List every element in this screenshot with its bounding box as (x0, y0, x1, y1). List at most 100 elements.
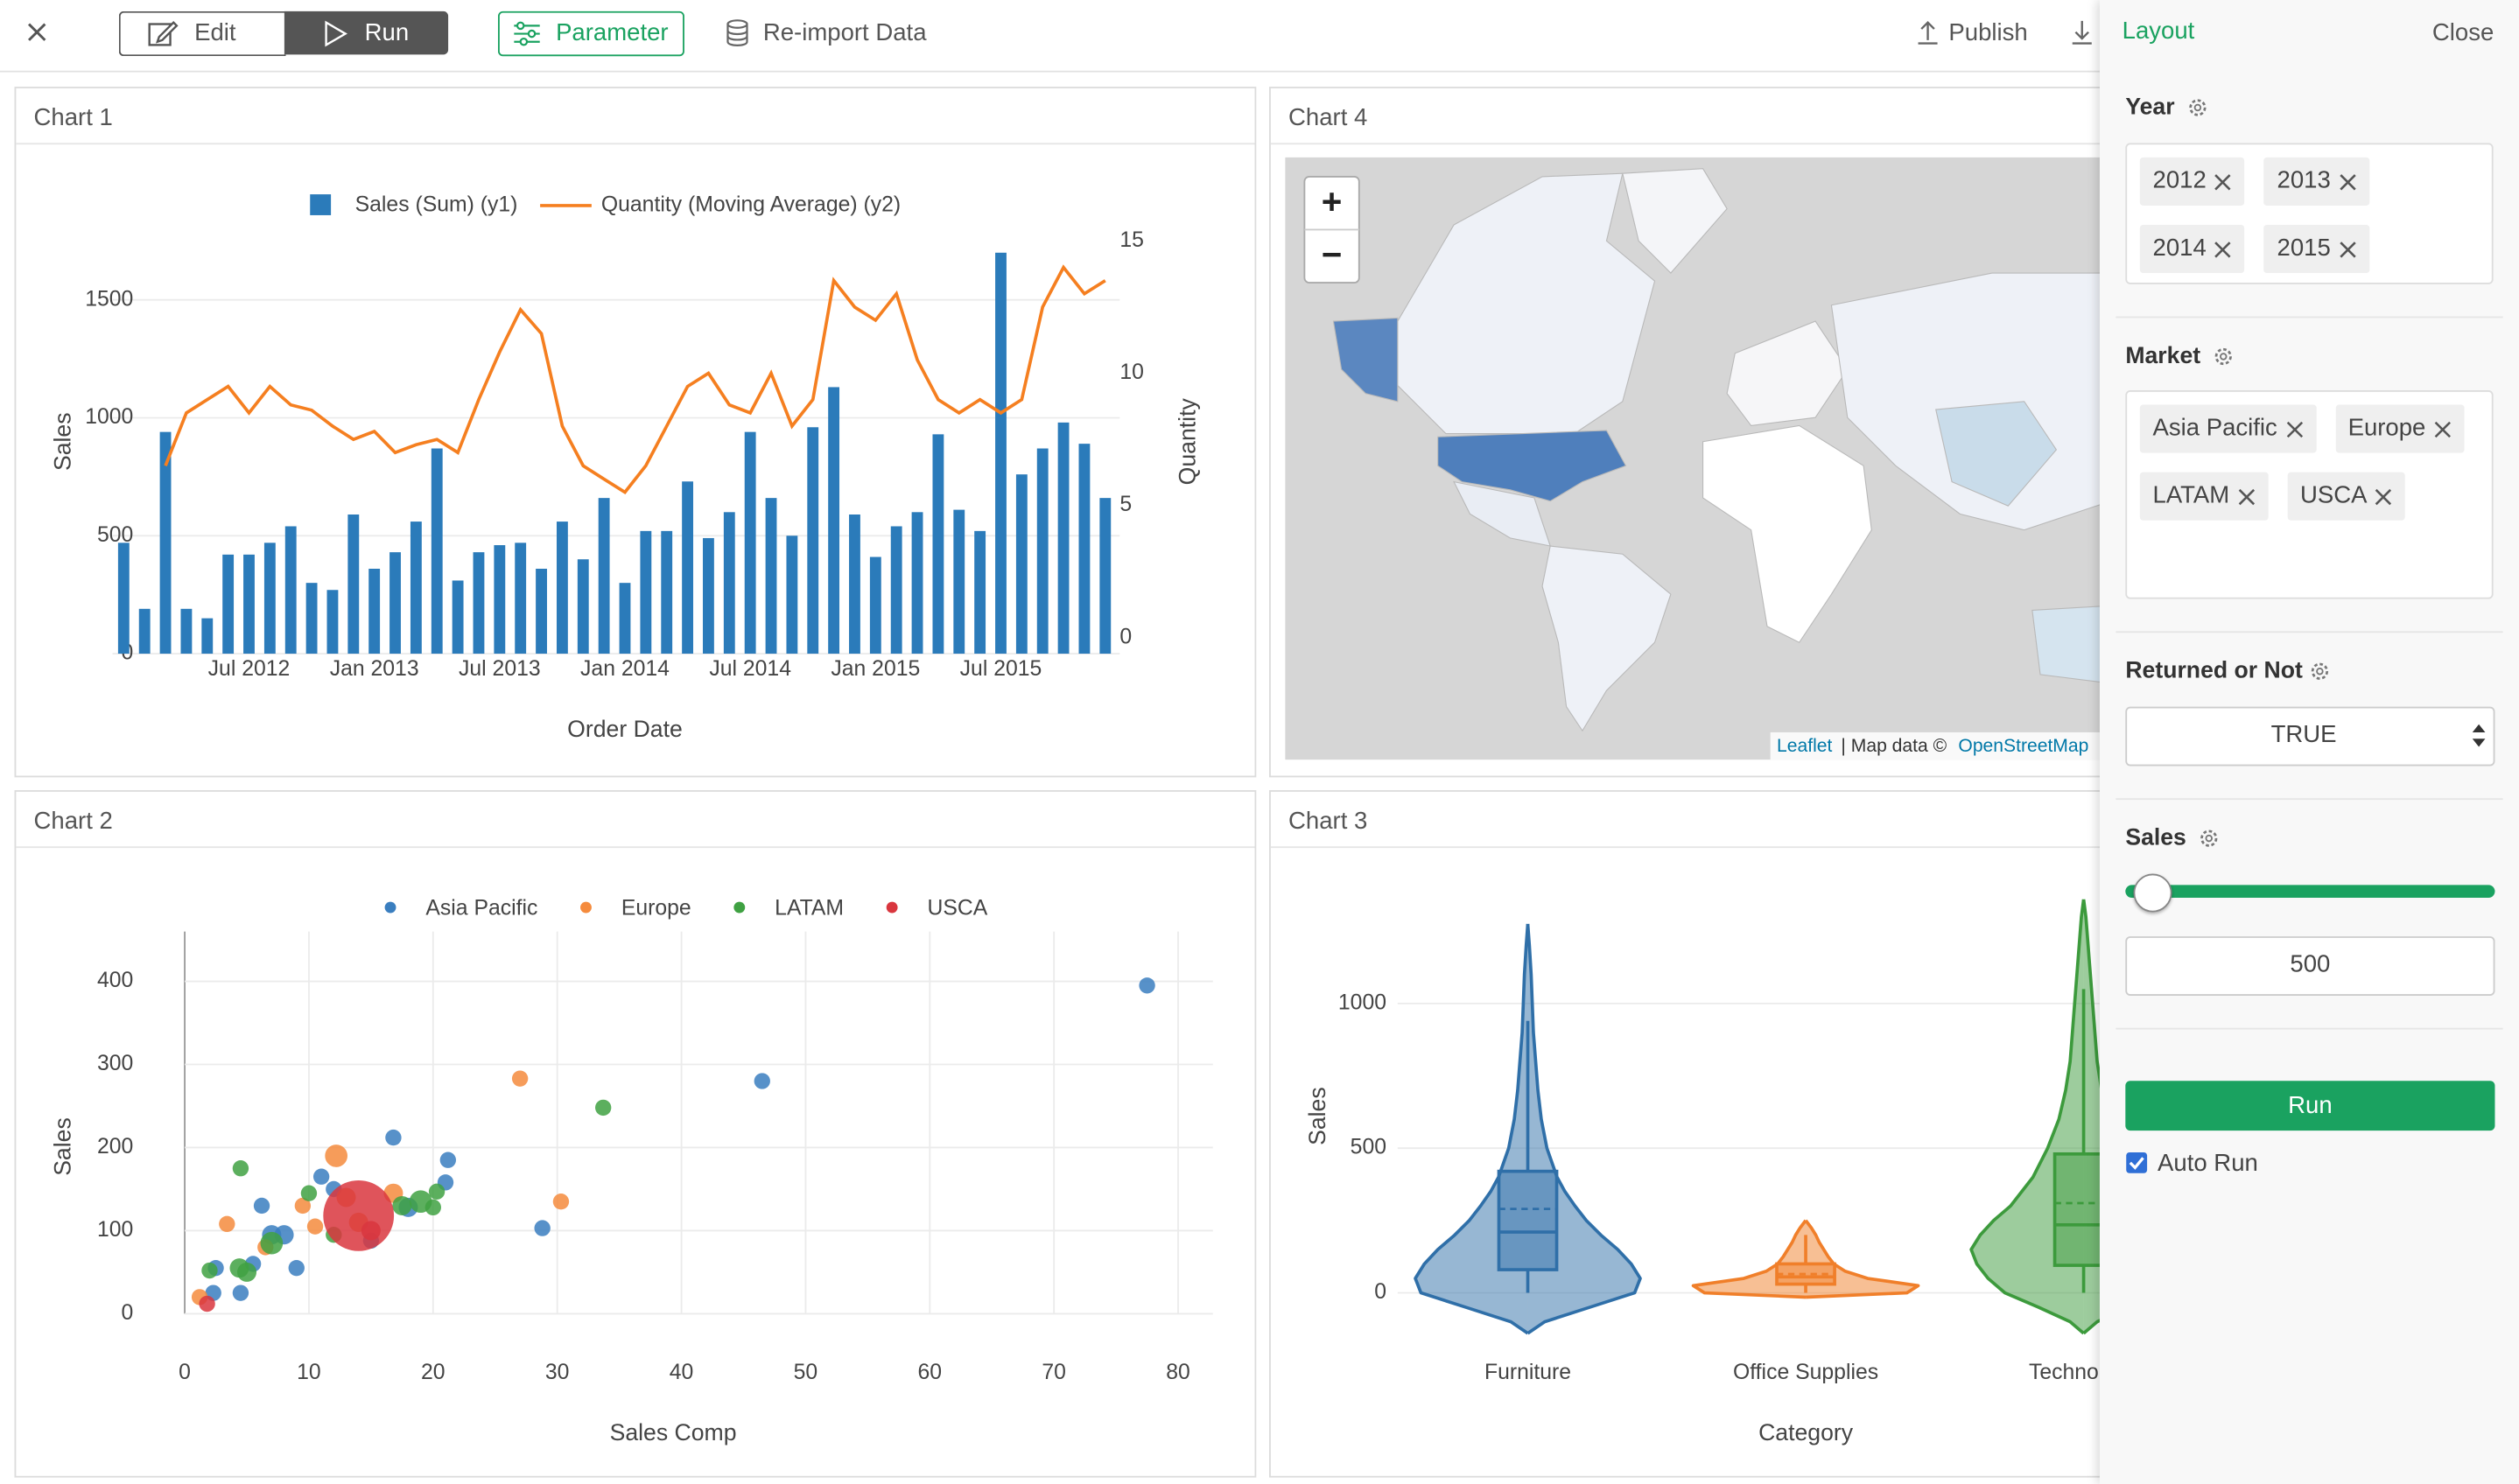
region (1726, 320, 1849, 426)
legend-swatch (384, 901, 396, 914)
attribution-link[interactable]: Leaflet (1777, 736, 1832, 756)
chip-remove[interactable] (2375, 487, 2393, 505)
chip[interactable]: 2015 (2263, 224, 2369, 274)
parameter-button[interactable]: Parameter (497, 10, 684, 57)
download-icon[interactable] (2071, 19, 2094, 45)
edit-icon (148, 21, 179, 46)
close-icon[interactable] (25, 21, 48, 44)
chip-remove[interactable] (2214, 240, 2232, 257)
chip[interactable]: 2014 (2139, 224, 2245, 274)
point (219, 1215, 235, 1233)
x-tick-label: Jan 2013 (330, 657, 419, 681)
checkbox[interactable] (2125, 1152, 2148, 1174)
bar (995, 252, 1007, 654)
panel-divider (16, 846, 1255, 849)
point (323, 1180, 395, 1251)
toolbar: Edit Run Parameter Re-import Data Publis… (0, 0, 2519, 73)
point (294, 1197, 312, 1214)
y-tick-label: 100 (97, 1218, 133, 1242)
chip-remove[interactable] (2339, 240, 2356, 257)
bar (1078, 444, 1091, 654)
violin-half (1526, 923, 1642, 1335)
run-label: Run (364, 19, 410, 47)
sidebar-tab[interactable]: Layout (2122, 18, 2195, 46)
bar (828, 387, 840, 654)
y-tick-label: 500 (1351, 1136, 1386, 1159)
bar (389, 552, 401, 654)
chip-remove[interactable] (2339, 172, 2356, 190)
sidebar-close[interactable]: Close (2431, 19, 2494, 47)
region (1332, 317, 1399, 402)
bar (890, 526, 902, 654)
slider-knob[interactable] (2133, 873, 2172, 913)
gear-icon[interactable] (2309, 660, 2332, 682)
chip-remove[interactable] (2237, 487, 2255, 505)
chip-remove[interactable] (2214, 172, 2232, 190)
x-tick-label: 20 (421, 1361, 446, 1384)
chip-box[interactable]: Asia Pacific Europe LATAM USCA (2125, 390, 2494, 599)
gear-icon[interactable] (2186, 96, 2209, 119)
x-tick-label: 30 (545, 1361, 570, 1384)
panel-title: Chart 1 (33, 104, 113, 132)
map[interactable]: + − Leaflet | Map data © OpenStreetMap (1271, 88, 2171, 776)
sidebar: Layout Close Year 2012 2013 2014 2015 Marke… (2099, 0, 2519, 1484)
bar (953, 509, 965, 654)
y-axis-title: Sales (1304, 1087, 1330, 1145)
point (306, 1218, 324, 1235)
slider-track[interactable] (2125, 885, 2495, 899)
y2-tick-label: 5 (1119, 493, 1132, 516)
panel-divider (1270, 846, 2171, 849)
chip[interactable]: LATAM (2139, 472, 2269, 521)
bar (138, 608, 151, 654)
bar (284, 526, 297, 654)
bar (577, 559, 589, 654)
x-tick-label: Jul 2015 (960, 657, 1042, 681)
separator (2116, 316, 2503, 318)
select[interactable]: TRUE (2125, 706, 2495, 766)
y-tick-label: 1000 (85, 405, 133, 429)
reimport-button[interactable]: Re-import Data (762, 19, 927, 47)
y2-tick-label: 15 (1119, 228, 1144, 252)
point (552, 1194, 570, 1210)
y-tick-label: 1000 (1338, 990, 1386, 1014)
chart: 0 10 20 30 40 50 60 70 80 0 100 200 300 400 Sales Sales… (49, 896, 1213, 1446)
gear-icon[interactable] (2212, 346, 2235, 368)
edit-label: Edit (194, 19, 236, 47)
y2-axis-title: Quantity (1174, 398, 1200, 486)
legend-label: Quantity (Moving Average) (y2) (601, 192, 901, 216)
zoom-out[interactable]: − (1322, 234, 1343, 274)
y2-tick-label: 10 (1119, 360, 1144, 384)
chip[interactable]: 2013 (2263, 157, 2369, 206)
chip[interactable]: 2012 (2139, 157, 2245, 206)
number-input[interactable]: 500 (2125, 936, 2495, 996)
x-tick-label: Office Supplies (1733, 1361, 1878, 1384)
chip-box[interactable]: 2012 2013 2014 2015 (2125, 143, 2494, 284)
chip-label: 2015 (2277, 234, 2331, 262)
point (385, 1129, 402, 1146)
chart-panel: Chart 3 0 500 1000 Sales Category Furniture Of… (1269, 790, 2172, 1478)
bar (598, 498, 610, 654)
chip-remove[interactable] (2434, 420, 2452, 438)
gear-icon[interactable] (2198, 827, 2221, 850)
filter-label: Returned or Not (2125, 658, 2303, 684)
publish-button[interactable]: Publish (1948, 19, 2028, 47)
zoom-in[interactable]: + (1322, 181, 1343, 221)
attribution-link[interactable]: OpenStreetMap (1958, 736, 2088, 756)
run-button[interactable]: Run (284, 10, 449, 55)
edit-button[interactable]: Edit (118, 10, 286, 57)
chip-remove[interactable] (2285, 420, 2303, 438)
bar (661, 530, 673, 654)
bar (368, 568, 381, 654)
chip[interactable]: Asia Pacific (2139, 404, 2316, 453)
x-tick-label: 0 (179, 1361, 191, 1384)
chip[interactable]: Europe (2334, 404, 2465, 453)
chip[interactable]: USCA (2287, 472, 2406, 521)
y-tick-label: 0 (122, 1301, 134, 1325)
legend-label: Europe (621, 896, 691, 920)
checkbox-label: Auto Run (2158, 1150, 2258, 1178)
run-button[interactable]: Run (2125, 1081, 2495, 1131)
bar (1099, 498, 1112, 654)
separator (2116, 631, 2503, 634)
